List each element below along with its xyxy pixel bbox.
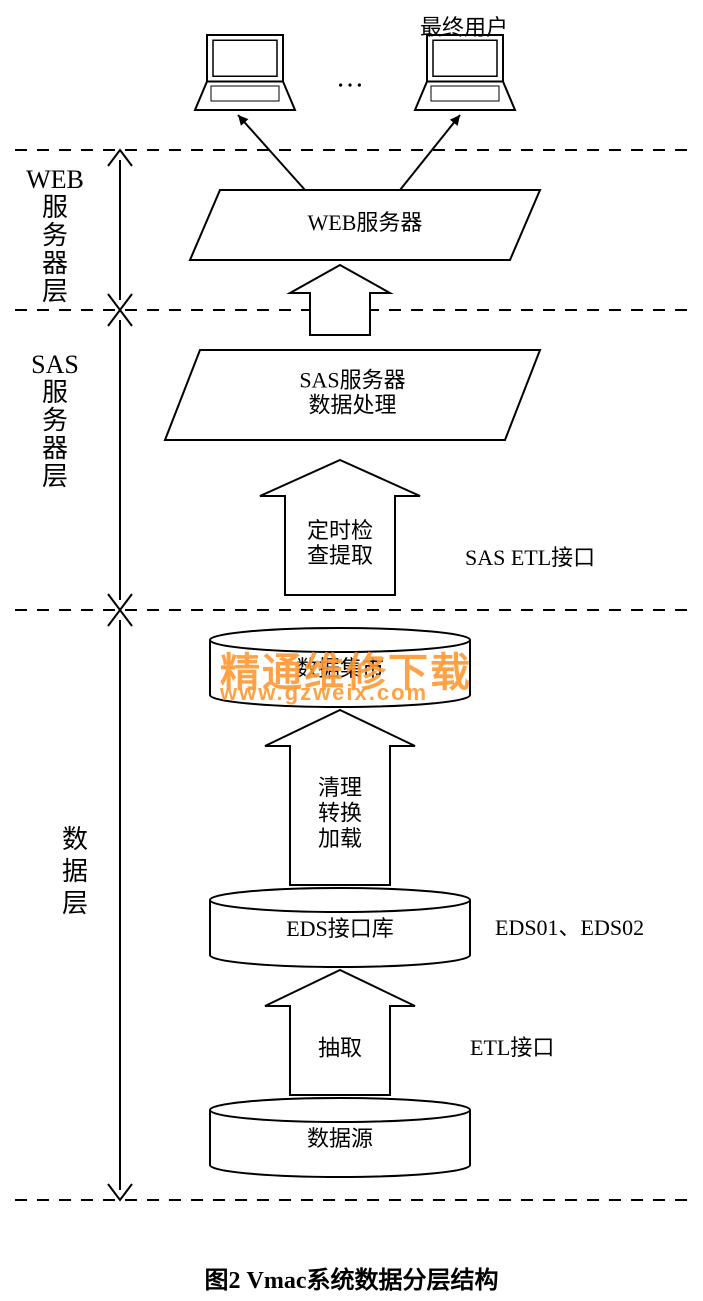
svg-text:务: 务 — [42, 221, 68, 250]
figure-caption: 图2 Vmac系统数据分层结构 — [0, 1260, 703, 1295]
svg-text:层: 层 — [62, 889, 88, 918]
svg-text:最终用户: 最终用户 — [420, 15, 508, 40]
svg-text:数: 数 — [62, 825, 88, 854]
svg-text:数据源: 数据源 — [307, 1126, 373, 1151]
svg-text:EDS01、EDS02: EDS01、EDS02 — [495, 915, 644, 940]
svg-text:器: 器 — [42, 249, 68, 278]
svg-text:数据处理: 数据处理 — [308, 393, 396, 418]
svg-text:WEB服务器: WEB服务器 — [308, 210, 423, 235]
svg-text:转换: 转换 — [318, 801, 362, 826]
svg-text:服: 服 — [42, 378, 68, 407]
svg-text:据: 据 — [62, 857, 88, 886]
svg-text:…: … — [336, 62, 364, 93]
diagram-canvas: WEB服务器层SAS服务器层数据层最终用户…WEB服务器SAS服务器数据处理数据… — [0, 0, 703, 1301]
svg-text:ETL接口: ETL接口 — [470, 1035, 554, 1060]
svg-text:查提取: 查提取 — [307, 543, 373, 568]
svg-text:SAS服务器: SAS服务器 — [299, 367, 405, 392]
svg-text:WEB: WEB — [26, 165, 84, 194]
svg-text:务: 务 — [42, 406, 68, 435]
watermark-line2: www.gzweix.com — [220, 680, 428, 706]
svg-text:SAS ETL接口: SAS ETL接口 — [465, 545, 595, 570]
svg-text:加载: 加载 — [318, 826, 362, 851]
svg-text:SAS: SAS — [31, 350, 79, 379]
svg-text:定时检: 定时检 — [307, 518, 373, 543]
svg-text:层: 层 — [42, 277, 68, 306]
svg-text:抽取: 抽取 — [318, 1036, 362, 1061]
svg-text:服: 服 — [42, 193, 68, 222]
svg-text:层: 层 — [42, 462, 68, 491]
svg-text:器: 器 — [42, 434, 68, 463]
svg-text:清理: 清理 — [318, 775, 362, 800]
svg-text:EDS接口库: EDS接口库 — [286, 916, 394, 941]
